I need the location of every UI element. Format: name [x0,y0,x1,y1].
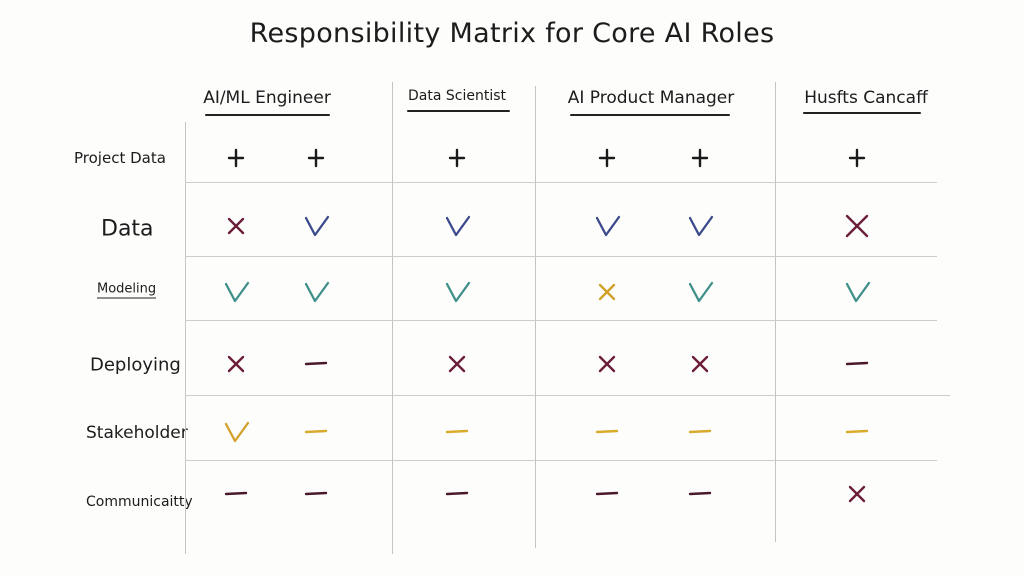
column-header-underline [803,112,921,114]
cross-mark [598,283,616,301]
grid-horizontal-line [185,182,937,184]
grid-horizontal-line [185,320,937,322]
dash-mark [845,361,869,366]
column-header-ai-product-manager: AI Product Manager [567,88,735,108]
cross-mark [448,355,466,373]
plus-mark [227,148,245,168]
cross-mark [845,214,869,238]
check-mark [445,215,471,237]
grid-horizontal-line [185,460,937,462]
row-label-stakeholder: Stakeholder [86,423,188,443]
row-label-deploying: Deploying [90,354,181,376]
check-mark [688,281,714,303]
grid-vertical-line [535,86,537,548]
row-label-data: Data [101,216,154,242]
dash-mark [224,491,248,496]
dash-mark [845,429,869,434]
dash-mark [304,491,328,496]
check-mark [304,215,330,237]
grid-horizontal-line [185,395,950,397]
check-mark [845,281,871,303]
cross-mark [598,355,616,373]
dash-mark [688,491,712,496]
cross-mark [691,355,709,373]
row-label-communication: Communicaitty [86,494,193,510]
check-mark [224,281,250,303]
check-mark [224,421,250,443]
dash-mark [595,429,619,434]
column-header-underline [407,110,510,112]
cross-mark [227,355,245,373]
plus-mark [307,148,325,168]
cross-mark [848,485,866,503]
column-header-underline [205,114,330,116]
dash-mark [688,429,712,434]
cross-mark [227,217,245,235]
check-mark [688,215,714,237]
row-label-project-data: Project Data [74,149,166,167]
grid-vertical-line [392,82,394,554]
dash-mark [304,361,328,366]
plus-mark [691,148,709,168]
column-header-husfts-cancaff: Husfts Cancaff [804,88,928,108]
check-mark [445,281,471,303]
grid-vertical-line [775,82,777,542]
grid-vertical-line [185,122,187,554]
column-header-underline [570,114,730,116]
dash-mark [445,429,469,434]
dash-mark [595,491,619,496]
row-label-modeling: Modeling [97,281,157,299]
check-mark [304,281,330,303]
dash-mark [304,429,328,434]
column-header-data-scientist: Data Scientist [408,88,506,104]
matrix-title: Responsibility Matrix for Core AI Roles [249,18,775,49]
column-header-ai-ml-engineer: AI/ML Engineer [203,88,331,108]
plus-mark [448,148,466,168]
plus-mark [598,148,616,168]
grid-horizontal-line [185,256,937,258]
plus-mark [848,148,866,168]
check-mark [595,215,621,237]
dash-mark [445,491,469,496]
